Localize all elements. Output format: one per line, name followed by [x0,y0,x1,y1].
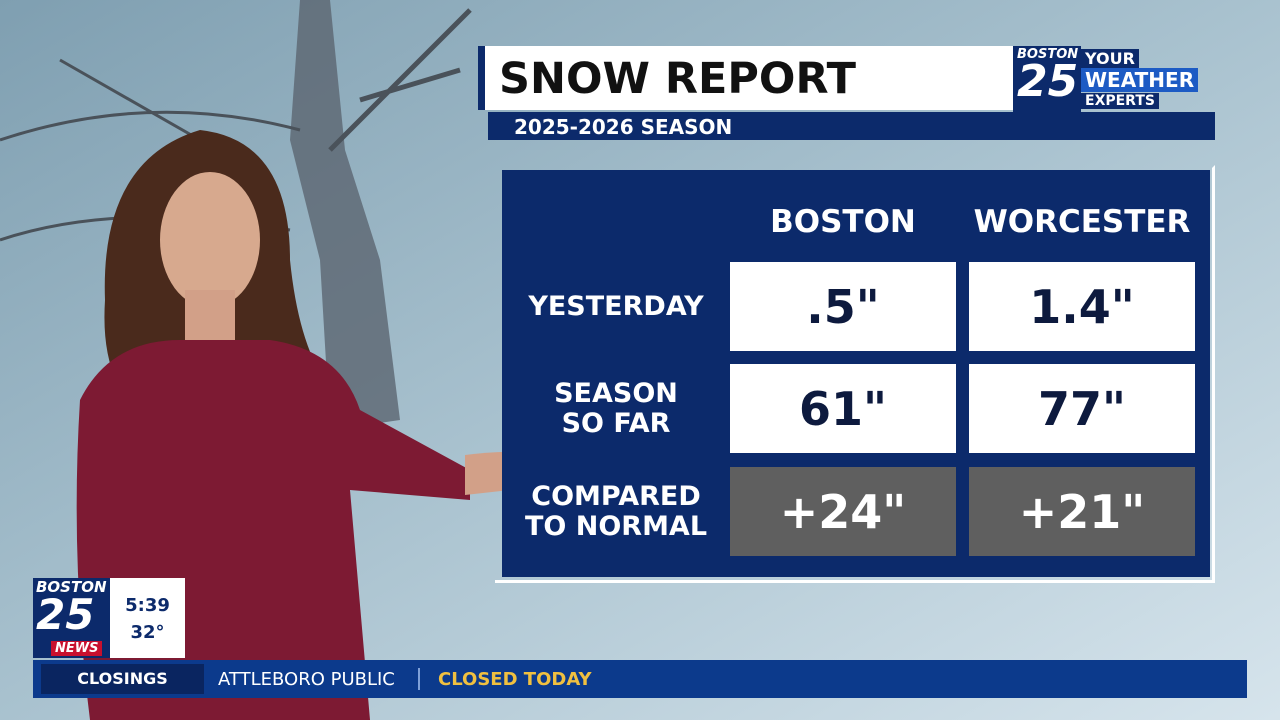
logo-badge [1013,46,1081,112]
logo-tagline: WEATHER [1081,68,1199,92]
row-label: YESTERDAY [510,262,722,351]
value-cell: 61" [730,364,956,453]
row-label-line: SO FAR [561,407,671,439]
row-label-line: COMPARED [531,480,701,512]
station-logo: BOSTON 25 YOUR WEATHER EXPERTS [1013,46,1223,112]
logo-tagline: EXPERTS [1081,93,1159,109]
value-cell: .5" [730,262,956,351]
report-panel: BOSTON WORCESTER YESTERDAY .5" 1.4" SEASON S… [502,170,1210,577]
ticker-category: CLOSINGS [41,664,204,694]
time-temp-box: 5:39 32° [110,578,185,658]
bug-city: BOSTON [36,578,107,596]
subtitle-bar: 2025-2026 SEASON [488,112,1215,140]
ticker: CLOSINGS ATTLEBORO PUBLIC CLOSED TODAY [33,660,1247,698]
row-label-line: YESTERDAY [528,290,704,322]
panel-frame [495,165,1215,583]
logo-number: 25 [1017,56,1079,107]
value-cell: 77" [969,364,1195,453]
value-cell: 1.4" [969,262,1195,351]
temperature: 32° [130,622,165,643]
title-bar: SNOW REPORT [478,46,1015,110]
ticker-divider [418,668,420,690]
row-label: SEASON SO FAR [510,364,722,453]
column-header: WORCESTER [973,204,1191,240]
bug-brand: NEWS [51,641,103,656]
title: SNOW REPORT [499,54,856,104]
logo-city: BOSTON [1017,47,1079,62]
news-badge: BOSTON 25 NEWS [33,578,110,658]
row-label-line: SEASON [554,377,678,409]
column-header: BOSTON [770,204,916,240]
row-label-line: TO NORMAL [524,510,708,542]
bug-number: 25 [36,590,95,639]
logo-tagline: YOUR [1081,49,1139,68]
row-label: COMPARED TO NORMAL [510,467,722,556]
subtitle: 2025-2026 SEASON [514,115,733,139]
ticker-status: CLOSED TODAY [438,669,592,690]
value-cell: +24" [730,467,956,556]
ticker-item: ATTLEBORO PUBLIC [218,669,395,690]
time: 5:39 [125,595,170,616]
value-cell: +21" [969,467,1195,556]
